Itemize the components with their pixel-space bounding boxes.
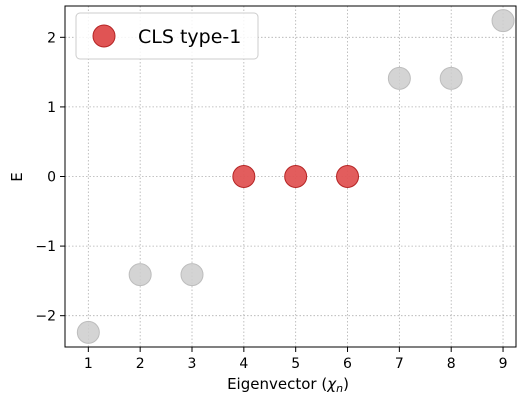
y-tick-label: 1 xyxy=(47,100,56,116)
x-tick-label: 2 xyxy=(136,356,145,372)
data-point-cls-type-1 xyxy=(284,165,308,188)
data-point xyxy=(128,263,152,287)
data-point xyxy=(491,9,515,33)
data-point-cls-type-1 xyxy=(336,165,360,188)
x-tick-label: 8 xyxy=(447,356,456,372)
legend-box xyxy=(75,12,259,60)
x-tick-label: 6 xyxy=(343,356,352,372)
grid-lines xyxy=(65,6,516,347)
axis-ticks: 1 2 3 4 5 6 7 8 9 −2 −1 0 1 2 xyxy=(35,30,507,372)
data-point xyxy=(180,263,204,287)
legend-label-cls-type-1: CLS type-1 xyxy=(138,26,241,48)
x-tick-label: 9 xyxy=(499,356,508,372)
legend: CLS type-1 xyxy=(75,12,259,60)
x-tick-label: 7 xyxy=(395,356,404,372)
x-tick-label: 1 xyxy=(84,356,93,372)
legend-marker-cls-type-1 xyxy=(92,24,116,48)
x-tick-label: 3 xyxy=(188,356,197,372)
y-tick-label: −2 xyxy=(35,309,56,325)
y-tick-label: 0 xyxy=(47,170,56,186)
data-points xyxy=(76,9,515,344)
y-tick-label: 2 xyxy=(47,30,56,46)
data-point xyxy=(387,66,411,90)
x-tick-label: 4 xyxy=(239,356,248,372)
y-tick-label: −1 xyxy=(35,239,56,255)
x-axis-label: Eigenvector (χn) xyxy=(227,375,349,394)
data-point xyxy=(439,66,463,90)
data-point-cls-type-1 xyxy=(232,165,256,188)
y-axis-label: E xyxy=(8,172,26,181)
x-tick-label: 5 xyxy=(291,356,300,372)
data-point xyxy=(76,320,100,344)
